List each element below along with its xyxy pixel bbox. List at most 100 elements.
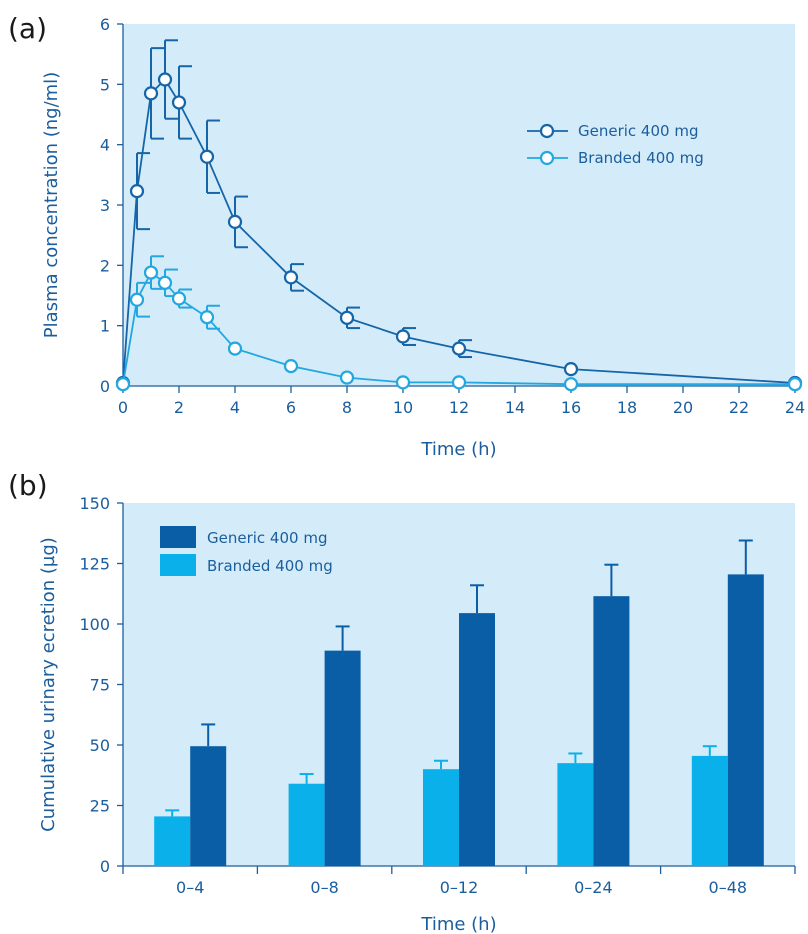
bar-rect [423,769,459,866]
data-point [143,86,159,101]
bar-rect [190,746,227,866]
series-generic [115,39,803,391]
bar-rect [593,596,630,866]
data-point [787,377,803,392]
bar-rect [154,816,191,866]
bar-generic [190,723,227,866]
panel-a-x-tick-label: 2 [174,398,184,417]
panel-a-y-tick-label: 3 [100,196,110,215]
data-point [563,362,579,377]
panel-b-y-tick-label: 0 [100,857,110,876]
panel-a-x-tick-label: 14 [505,398,525,417]
bar-generic [459,584,495,866]
legend-swatch [160,526,196,548]
data-point [339,370,355,385]
panel-a-x-tick-label: 8 [342,398,352,417]
data-point [563,377,579,392]
bar-branded [691,745,728,866]
panel-a-x-tick-label: 22 [729,398,749,417]
panel-a-y-tick-label: 2 [100,256,110,275]
bar-rect [557,763,594,866]
bar-rect [324,650,361,866]
panel-a-y-tick-label: 5 [100,75,110,94]
bar-rect [691,755,728,866]
panel-a-x-tick-label: 4 [230,398,240,417]
panel-a-x-tick-label: 12 [449,398,469,417]
legend-label: Branded 400 mg [207,557,333,575]
data-point [395,375,411,390]
data-point [451,375,467,390]
legend-label: Generic 400 mg [207,529,327,547]
data-point [451,341,467,356]
panel-b-y-axis-title: Cumulative urinary ecretion (µg) [38,537,59,832]
panel-b-x-axis-title: Time (h) [420,914,496,934]
legend-marker [539,123,555,139]
data-point [227,341,243,356]
bar-branded [154,809,191,866]
panel-b-y-tick-label: 125 [79,555,110,574]
panel-a-x-tick-label: 6 [286,398,296,417]
panel-b-y-tick-label: 150 [79,494,110,513]
legend-label: Branded 400 mg [578,149,704,167]
data-point [171,291,187,306]
legend-swatch [160,554,196,576]
panel-b-legend: Generic 400 mg Branded 400 mg [160,526,333,576]
data-point [227,214,243,229]
panel-a-plot-area [123,24,795,386]
data-point [395,329,411,344]
data-point [157,72,173,87]
data-point [199,310,215,325]
data-point [143,265,159,280]
panel-a-y-tick-label: 4 [100,136,110,155]
panel-b-bars [154,539,764,866]
panel-a-x-tick-label: 0 [118,398,128,417]
data-point [129,292,145,307]
legend-label: Generic 400 mg [578,122,698,140]
bar-generic [593,563,630,866]
panel-a-y-axis-title: Plasma concentration (ng/ml) [41,72,62,338]
panel-a-legend: Generic 400 mg Branded 400 mg [527,122,704,167]
panel-b-x-tick-label: 0–8 [310,878,338,897]
bar-branded [288,773,325,866]
panel-a-y-tick-label: 6 [100,15,110,34]
panel-a-y-tick-label: 1 [100,317,110,336]
panel-a-x-tick-label: 18 [617,398,637,417]
bar-rect [727,574,764,866]
data-point [157,275,173,290]
panel-b-y-tick-label: 25 [90,797,110,816]
panel-a-y-tick-label: 0 [100,377,110,396]
bar-generic [324,625,361,866]
panel-b-label: (b) [8,469,48,502]
panel-a-x-tick-label: 16 [561,398,581,417]
panel-a-x-tick-label: 10 [393,398,413,417]
data-point [171,95,187,110]
bar-generic [727,539,764,866]
bar-rect [459,613,495,866]
panel-b-x-tick-label: 0–4 [176,878,204,897]
panel-b-x-tick-label: 0–12 [440,878,479,897]
bar-rect [288,783,325,866]
panel-a-x-tick-label: 20 [673,398,693,417]
data-point [115,377,131,392]
panel-b-x-tick-label: 0–48 [709,878,748,897]
panel-b-y-tick-label: 75 [90,676,110,695]
data-point [199,149,215,164]
panel-b-y-tick-label: 50 [90,736,110,755]
panel-a-label: (a) [8,12,47,45]
data-point [283,358,299,374]
data-point [129,184,145,199]
legend-marker [539,150,555,166]
data-point [283,270,299,285]
panel-b-x-tick-label: 0–24 [574,878,613,897]
series-branded [115,255,803,392]
bar-branded [423,759,459,866]
panel-a-x-tick-label: 24 [785,398,805,417]
bar-branded [557,752,594,866]
data-point [339,310,355,325]
panel-b-y-tick-label: 100 [79,615,110,634]
panel-a-series [115,39,803,392]
panel-a-x-axis-title: Time (h) [420,439,496,460]
